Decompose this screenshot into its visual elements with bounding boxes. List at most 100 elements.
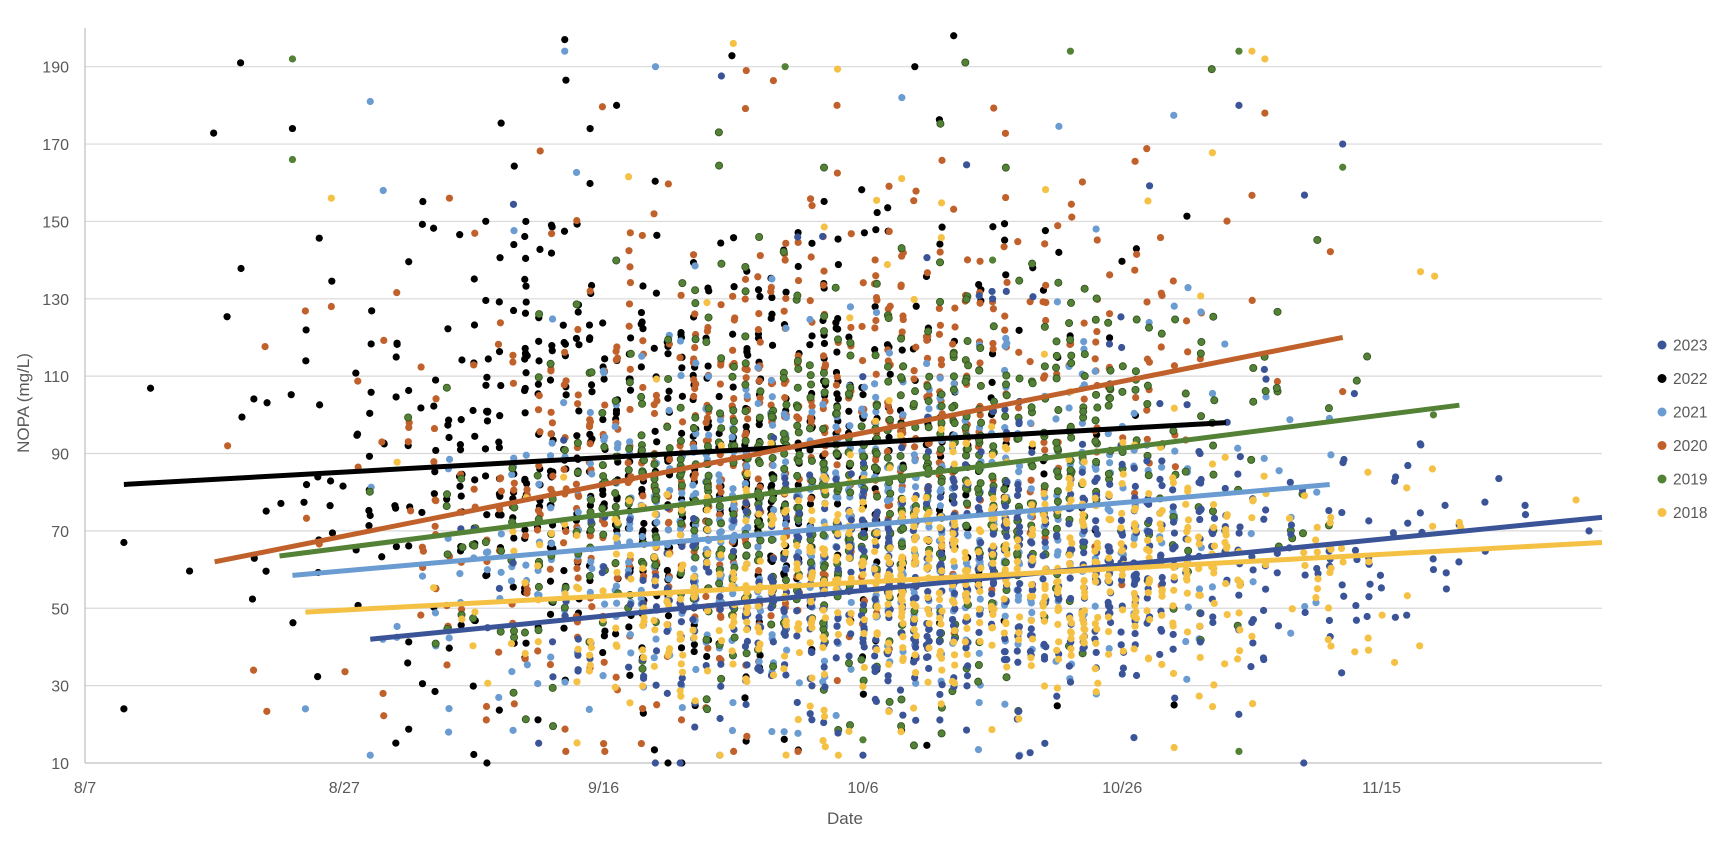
data-point bbox=[1132, 393, 1140, 402]
data-point bbox=[899, 524, 908, 533]
data-point bbox=[1326, 519, 1334, 527]
data-point bbox=[1040, 350, 1048, 358]
data-point bbox=[923, 254, 931, 262]
data-point bbox=[922, 653, 931, 662]
data-point bbox=[1156, 509, 1164, 518]
data-point bbox=[639, 337, 647, 345]
data-point bbox=[1209, 312, 1218, 321]
data-point bbox=[1003, 532, 1011, 540]
data-point bbox=[781, 474, 789, 482]
data-point bbox=[676, 759, 684, 767]
data-point bbox=[924, 593, 932, 602]
data-point bbox=[1065, 404, 1073, 412]
data-point bbox=[1039, 610, 1047, 618]
data-point bbox=[834, 335, 843, 344]
data-point bbox=[185, 567, 194, 575]
data-point bbox=[1351, 546, 1360, 554]
data-point bbox=[210, 129, 218, 137]
data-point bbox=[1013, 549, 1022, 558]
data-point bbox=[1015, 462, 1024, 470]
data-point bbox=[1080, 284, 1089, 293]
data-point bbox=[508, 667, 516, 676]
data-point bbox=[1091, 367, 1099, 375]
data-point bbox=[923, 269, 932, 277]
data-point bbox=[650, 746, 659, 754]
legend-label-2021: 2021 bbox=[1673, 405, 1707, 422]
data-point bbox=[1118, 606, 1127, 614]
data-point bbox=[1301, 608, 1309, 617]
data-point bbox=[1144, 471, 1153, 480]
data-point bbox=[885, 227, 893, 236]
data-point bbox=[950, 499, 958, 507]
data-point bbox=[483, 417, 492, 425]
data-point bbox=[1184, 536, 1192, 544]
data-point bbox=[821, 500, 829, 508]
data-point bbox=[1080, 350, 1089, 359]
data-point bbox=[912, 343, 920, 351]
data-point bbox=[560, 399, 568, 407]
data-point bbox=[393, 289, 401, 297]
data-point bbox=[1131, 601, 1139, 610]
data-point bbox=[936, 258, 945, 267]
data-point bbox=[521, 355, 529, 363]
data-point bbox=[665, 455, 674, 464]
data-point bbox=[573, 468, 582, 477]
data-point bbox=[1028, 462, 1037, 471]
data-point bbox=[456, 446, 465, 454]
data-point bbox=[821, 377, 830, 386]
data-point bbox=[910, 625, 918, 634]
data-point bbox=[896, 391, 905, 400]
data-point bbox=[755, 309, 763, 318]
data-point bbox=[417, 363, 425, 371]
data-point bbox=[782, 400, 791, 409]
data-point bbox=[702, 419, 710, 427]
data-point bbox=[1105, 491, 1114, 499]
data-point bbox=[937, 729, 946, 738]
data-point bbox=[885, 589, 893, 597]
data-point bbox=[679, 561, 687, 569]
data-point bbox=[535, 739, 543, 747]
legend-label-2019: 2019 bbox=[1673, 472, 1707, 489]
data-point bbox=[586, 459, 594, 468]
data-point bbox=[975, 366, 984, 375]
data-point bbox=[717, 239, 725, 247]
data-point bbox=[560, 227, 569, 235]
data-point bbox=[678, 674, 686, 682]
data-point bbox=[678, 392, 687, 400]
data-point bbox=[562, 391, 570, 399]
data-point bbox=[780, 735, 788, 743]
data-point bbox=[626, 631, 634, 639]
data-point bbox=[495, 648, 503, 656]
data-point bbox=[559, 539, 568, 547]
data-point bbox=[962, 726, 971, 734]
data-point bbox=[885, 526, 893, 535]
data-point bbox=[1104, 401, 1113, 410]
data-point bbox=[716, 714, 724, 723]
data-point bbox=[1143, 435, 1151, 443]
data-point bbox=[1171, 694, 1179, 702]
data-point bbox=[1106, 366, 1115, 375]
data-point bbox=[1078, 419, 1086, 427]
data-point bbox=[689, 251, 698, 259]
data-point bbox=[780, 534, 788, 542]
data-point bbox=[588, 388, 596, 396]
data-point bbox=[1260, 365, 1268, 374]
data-point bbox=[1028, 379, 1037, 388]
data-point bbox=[911, 495, 919, 503]
data-point bbox=[923, 511, 932, 519]
data-point bbox=[768, 727, 776, 736]
data-point bbox=[1169, 486, 1177, 494]
data-point bbox=[743, 469, 752, 478]
data-point bbox=[588, 470, 596, 478]
data-point bbox=[924, 327, 933, 336]
data-point bbox=[859, 529, 868, 537]
data-point bbox=[380, 712, 388, 720]
data-point bbox=[741, 359, 750, 368]
data-point bbox=[820, 388, 829, 397]
data-point bbox=[793, 403, 802, 412]
data-point bbox=[846, 338, 855, 347]
data-point bbox=[989, 339, 997, 348]
data-point bbox=[885, 182, 893, 190]
data-point bbox=[585, 321, 594, 329]
data-point bbox=[482, 716, 490, 724]
